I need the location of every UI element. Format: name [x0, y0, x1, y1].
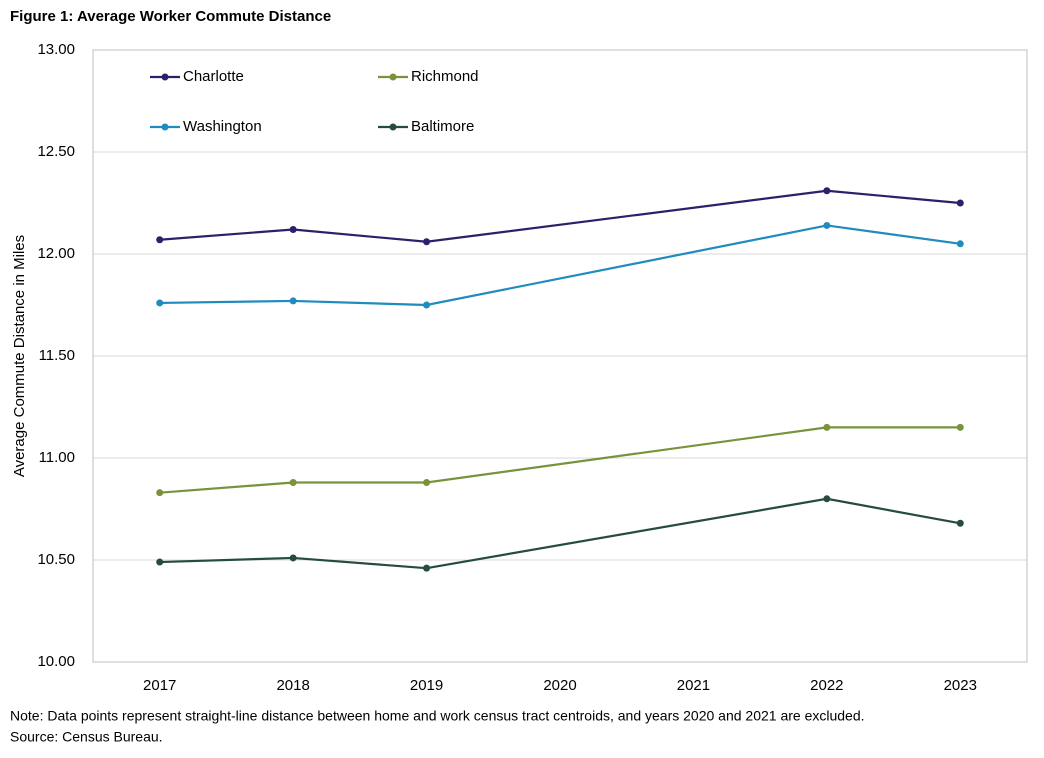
data-point [956, 240, 964, 248]
x-tick-label: 2023 [944, 677, 977, 694]
x-tick-label: 2019 [410, 677, 443, 694]
x-tick-label: 2020 [543, 677, 576, 694]
data-point [156, 236, 164, 244]
y-tick-label: 11.00 [39, 449, 75, 466]
series-line [159, 189, 961, 243]
data-point [823, 495, 831, 503]
legend-marker [389, 123, 397, 131]
data-point [423, 564, 431, 572]
data-point [289, 554, 297, 562]
data-point [823, 187, 831, 195]
series-line [159, 497, 961, 570]
series-line [159, 224, 961, 307]
data-point [956, 519, 964, 527]
legend-marker [389, 73, 397, 81]
data-point [823, 221, 831, 229]
y-tick-label: 10.50 [37, 551, 75, 568]
data-point [823, 423, 831, 431]
x-tick-label: 2018 [276, 677, 309, 694]
series-line [159, 426, 961, 494]
legend-marker [161, 123, 169, 131]
y-tick-label: 12.50 [37, 143, 75, 160]
x-tick-label: 2021 [677, 677, 710, 694]
data-point [156, 558, 164, 566]
chart-title: Figure 1: Average Worker Commute Distanc… [10, 8, 331, 25]
data-point [289, 226, 297, 234]
y-axis-label: Average Commute Distance in Miles [11, 235, 28, 477]
data-point [956, 199, 964, 207]
legend-label: Richmond [411, 68, 479, 85]
legend-marker [161, 73, 169, 81]
legend-label: Charlotte [183, 68, 244, 85]
data-point [956, 423, 964, 431]
legend-label: Washington [183, 118, 262, 135]
data-point [289, 478, 297, 486]
x-tick-label: 2017 [143, 677, 176, 694]
y-tick-label: 13.00 [37, 41, 75, 58]
y-tick-label: 12.00 [37, 245, 75, 262]
data-point [423, 238, 431, 246]
data-point [156, 489, 164, 497]
plot-border [92, 49, 1028, 663]
y-tick-label: 11.50 [39, 347, 75, 364]
data-point [289, 297, 297, 305]
y-tick-label: 10.00 [37, 653, 75, 670]
x-tick-label: 2022 [810, 677, 843, 694]
data-point [423, 301, 431, 309]
source: Source: Census Bureau. [10, 729, 163, 745]
legend-label: Baltimore [411, 118, 474, 135]
data-point [423, 478, 431, 486]
data-point [156, 299, 164, 307]
note: Note: Data points represent straight-lin… [10, 708, 865, 724]
